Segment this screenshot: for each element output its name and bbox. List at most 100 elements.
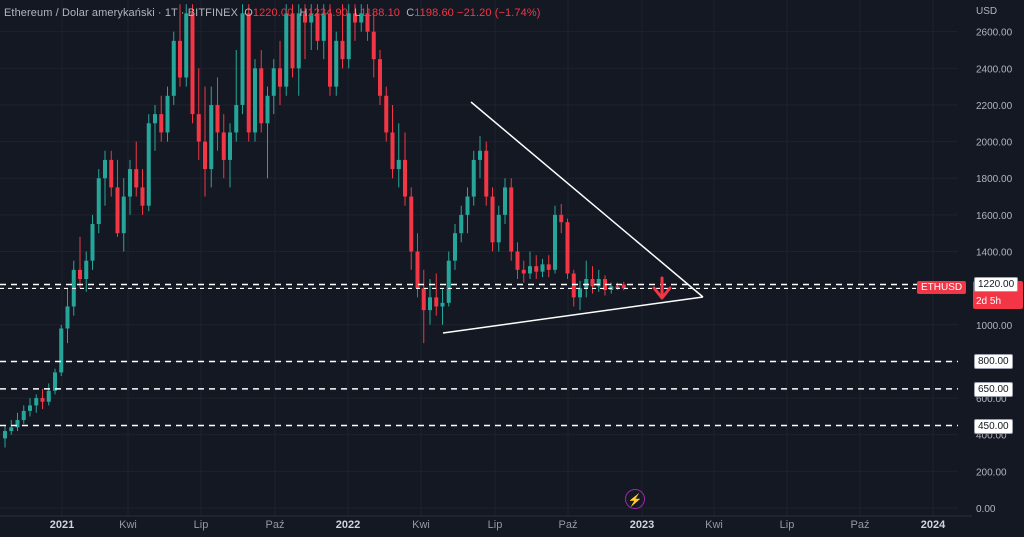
candle-body [278,68,282,87]
candle-body [403,159,407,197]
open-label: O [244,7,253,19]
candle [571,269,576,307]
candle [15,412,20,432]
y-tick-label: 2600.00 [976,28,1013,39]
lightning-bolt-icon[interactable]: ⚡ [625,489,645,509]
candle-body [503,187,507,215]
y-tick-label: 600.00 [976,394,1007,405]
candle [434,273,439,316]
candle [315,4,320,50]
y-tick-label: 1600.00 [976,211,1013,222]
candle [621,281,626,291]
support-lines[interactable] [0,283,958,427]
candle-body [65,306,70,329]
candle-body [115,187,120,234]
candle-body [259,68,264,124]
candle-body [240,13,245,105]
y-tick-label: 1400.00 [976,248,1013,259]
candle [109,150,114,197]
candle [115,159,120,237]
candle [215,77,220,151]
candle-body [21,410,26,421]
candle-body [103,159,107,179]
candle-body [90,224,95,261]
candle [121,178,126,252]
change-value: −21.20 (−1.74%) [457,7,541,19]
candle [465,187,470,234]
candle-body [3,431,7,439]
candle-body [365,13,370,32]
candle-body [165,95,170,133]
candle-body [121,196,126,234]
candle [378,50,382,105]
candle-body [265,95,270,124]
currency-label[interactable]: USD [976,6,998,17]
candle-body [553,214,557,270]
lower-trendline[interactable] [442,296,704,334]
y-tick-label: 1800.00 [976,174,1013,185]
level-tag[interactable]: 650.00 [974,381,1013,397]
candle [203,86,207,197]
candle [515,242,520,279]
candle-body [584,279,589,289]
candle-body [315,13,320,41]
candle [184,4,189,87]
candle [246,4,251,142]
candle [46,383,51,406]
candle [21,405,26,424]
candle-body [290,13,295,69]
down-arrow-icon[interactable] [652,276,672,300]
time-axis[interactable]: 2021 Kwi Lip Paź 2022 Kwi Lip Paź 2023 Kwi Lip Paź 2… [50,519,946,531]
candle-body [434,297,439,307]
candle-body [146,123,151,206]
candle [84,251,89,292]
candle-body [303,13,307,23]
candle-body [178,40,182,78]
triangle-drawing[interactable] [442,101,704,334]
x-tick-label: Kwi [412,519,430,531]
candle [421,269,426,344]
level-tag[interactable]: 800.00 [974,354,1013,370]
symbol-legend[interactable]: Ethereum / Dolar amerykański · 1T · BITF… [4,7,541,19]
candle-body [371,31,376,60]
x-tick-label: Paź [266,519,285,531]
candle-body [440,302,445,307]
candle [496,205,501,252]
candle [196,68,201,160]
candle-body [190,13,195,115]
level-tag[interactable]: 450.00 [974,418,1013,434]
x-tick-label: Lip [194,519,209,531]
candle-body [578,288,582,298]
candle [459,205,464,243]
candle-body [621,284,626,289]
candle-body [184,13,189,78]
candle-body [134,169,139,188]
candle [171,31,176,105]
candle [490,187,495,252]
candle [596,269,601,292]
candle [228,123,232,188]
candle-body [246,13,251,133]
y-tick-label: 2200.00 [976,101,1013,112]
candle-body [334,40,339,87]
candle-body [428,297,432,311]
candle [328,4,332,96]
candle-body [109,159,114,188]
candle-body [271,68,276,96]
level-tag[interactable]: 1220.00 [974,277,1019,293]
candle-body [571,273,576,298]
candle-body [378,59,382,96]
candle-body [596,279,601,287]
candle-body [615,286,620,289]
candle-body [465,196,470,215]
candle-body [471,159,476,197]
candle [165,86,170,142]
candle-body [484,150,489,197]
candle [128,159,132,215]
candle [303,4,307,60]
candle-body [215,104,220,133]
candle [178,4,182,87]
upper-trendline[interactable] [470,101,704,298]
